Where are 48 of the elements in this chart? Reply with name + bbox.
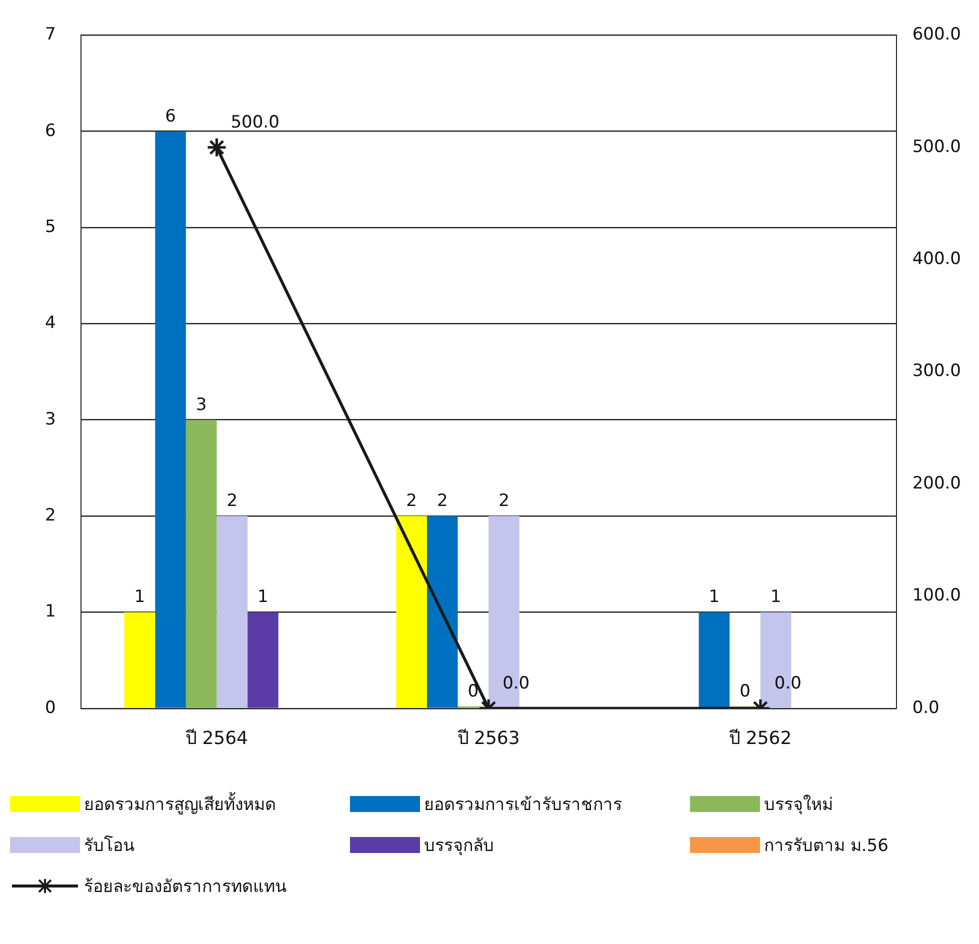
- data-label: 1: [258, 587, 268, 608]
- y2-tick-label: 0.0: [912, 698, 940, 718]
- legend-label: การรับตาม ม.56: [764, 835, 888, 858]
- bar: [396, 516, 427, 708]
- data-label: 0: [468, 681, 479, 702]
- data-label: 0.0: [774, 673, 802, 694]
- y-tick-label: 5: [44, 216, 56, 237]
- x-tick-label: ปี 2564: [185, 728, 248, 749]
- legend-label: ยอดรวมการเข้ารับราชการ: [424, 794, 622, 817]
- data-label: 6: [165, 106, 176, 126]
- y2-tick-label: 300.0: [912, 361, 962, 382]
- legend-label: ร้อยละของอัตราการทดแทน: [84, 876, 287, 899]
- y2-tick-label: 100.0: [912, 586, 962, 606]
- data-label: 0.0: [502, 673, 530, 694]
- y-tick-label: 0: [44, 698, 56, 718]
- data-label: 0: [740, 681, 750, 702]
- legend-label: บรรจุกลับ: [424, 835, 494, 858]
- data-label: 2: [226, 490, 238, 511]
- legend-label: ยอดรวมการสูญเสียทั้งหมด: [84, 791, 276, 817]
- legend-label: บรรจุใหม่: [764, 794, 833, 817]
- legend-label: รับโอน: [84, 834, 135, 858]
- data-label: 500.0: [230, 112, 280, 132]
- bar: [155, 131, 186, 708]
- y2-tick-label: 500.0: [912, 136, 962, 157]
- bar: [248, 612, 278, 708]
- y-tick-label: 3: [44, 409, 56, 430]
- data-label: 3: [196, 394, 207, 415]
- bar: [124, 612, 156, 708]
- data-label: 1: [134, 587, 146, 608]
- y2-tick-label: 400.0: [912, 249, 962, 270]
- x-tick-label: ปี 2562: [729, 728, 792, 749]
- y2-tick-label: 600.0: [912, 24, 962, 45]
- y-tick-label: 6: [44, 120, 56, 141]
- data-label: 2: [436, 490, 448, 511]
- bar: [698, 612, 730, 708]
- data-label: 1: [770, 587, 782, 608]
- bar: [426, 516, 458, 708]
- bar: [216, 516, 248, 708]
- y2-tick-label: 200.0: [912, 473, 962, 494]
- bar: [186, 420, 217, 708]
- data-label: 2: [498, 490, 510, 511]
- y-tick-label: 7: [44, 24, 56, 45]
- y-tick-label: 2: [44, 505, 56, 526]
- x-tick-label: ปี 2563: [457, 728, 520, 749]
- data-label: 1: [708, 587, 720, 608]
- y-tick-label: 1: [44, 602, 56, 622]
- y-tick-label: 4: [44, 313, 56, 334]
- data-label: 2: [406, 490, 417, 511]
